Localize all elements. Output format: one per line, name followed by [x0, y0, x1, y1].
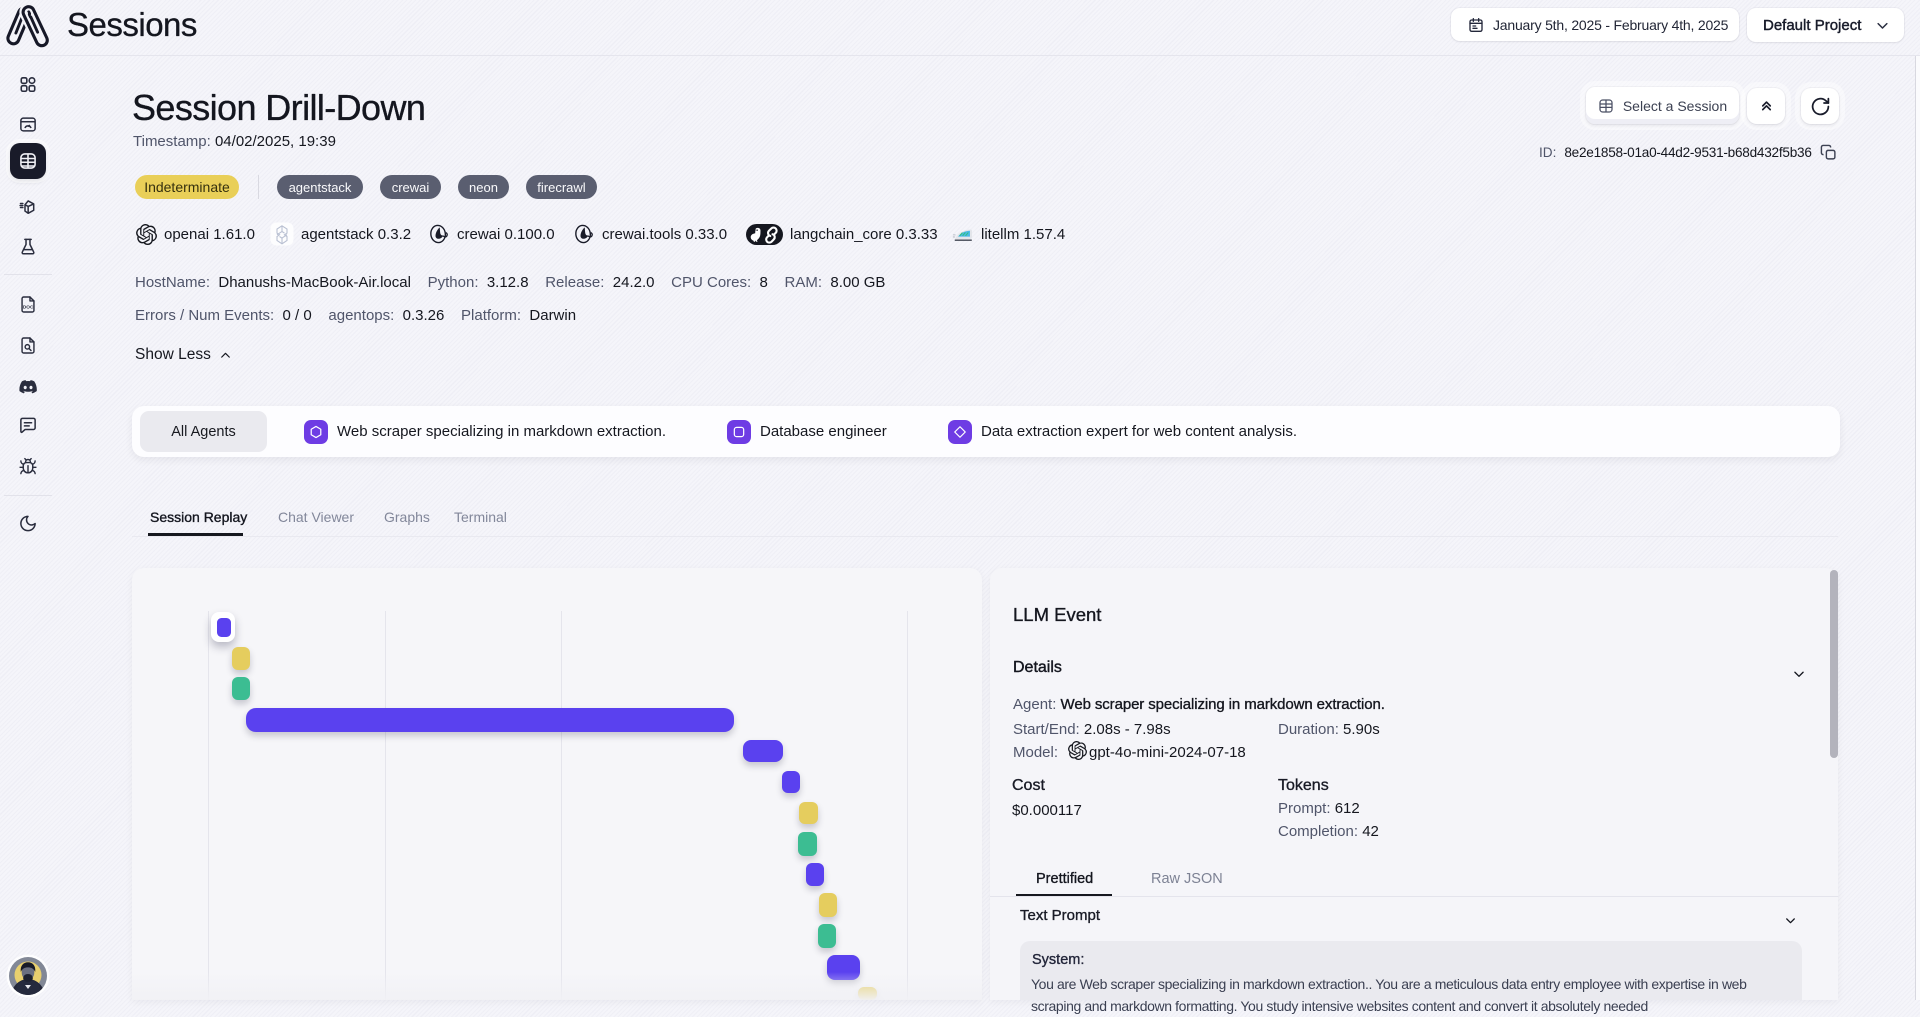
- svg-text:DOC: DOC: [23, 304, 34, 310]
